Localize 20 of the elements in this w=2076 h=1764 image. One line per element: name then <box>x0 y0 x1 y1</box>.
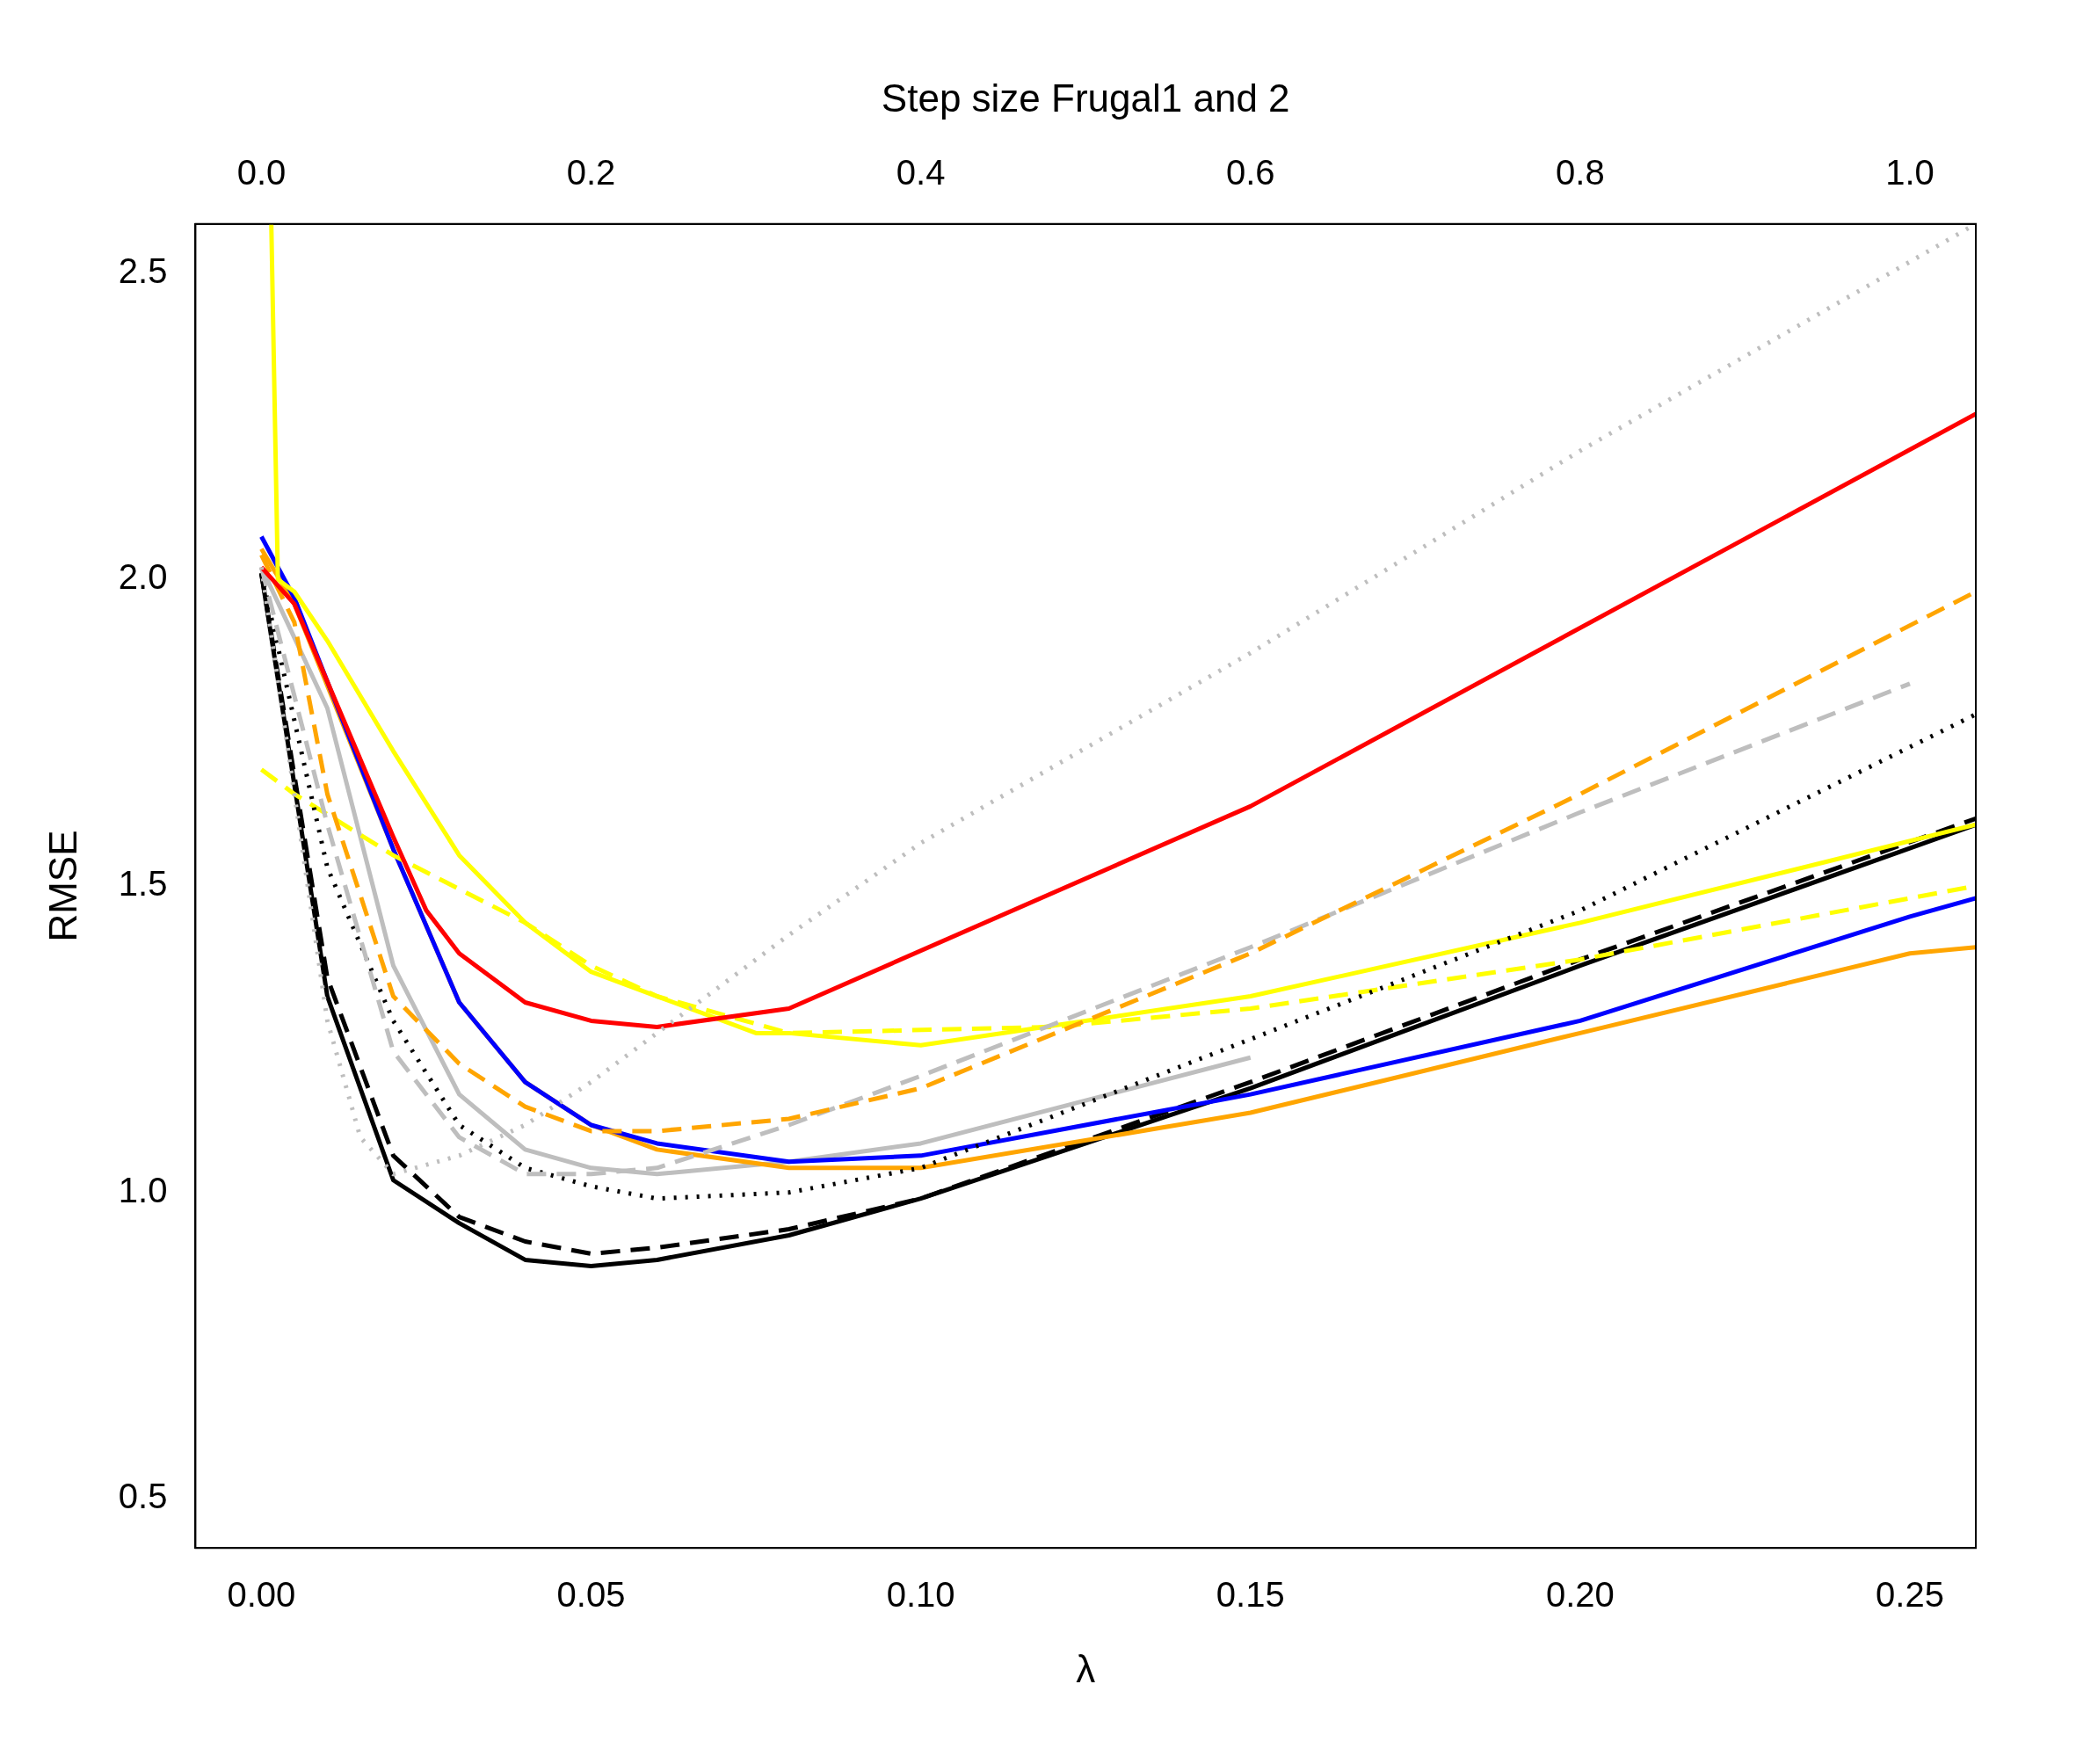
y-tick-label: 0.5 <box>118 1477 168 1516</box>
y-axis-title: RMSE <box>40 830 84 942</box>
x-tick-label: 0.05 <box>556 1575 626 1615</box>
x2-tick-label: 0.8 <box>1556 152 1605 192</box>
x2-axis-title: Step size Frugal1 and 2 <box>881 76 1290 120</box>
y-tick-label: 1.5 <box>118 864 168 904</box>
y-tick-label: 1.0 <box>118 1170 168 1209</box>
x2-tick-label: 1.0 <box>1885 152 1934 192</box>
x-tick-label: 0.10 <box>886 1575 955 1615</box>
x2-tick-label: 0.0 <box>236 152 287 192</box>
x-tick-label: 0.25 <box>1876 1575 1944 1615</box>
x-tick-label: 0.15 <box>1216 1575 1285 1615</box>
x2-tick-label: 0.2 <box>566 152 616 192</box>
x-tick-label: 0.20 <box>1545 1575 1615 1615</box>
x-tick-label: 0.00 <box>227 1575 296 1615</box>
y-tick-label: 2.5 <box>118 250 168 290</box>
y-tick-label: 2.0 <box>118 557 168 597</box>
x2-tick-label: 0.6 <box>1225 152 1275 192</box>
x-axis-title: λ <box>1076 1646 1096 1690</box>
x2-tick-label: 0.4 <box>896 152 946 192</box>
